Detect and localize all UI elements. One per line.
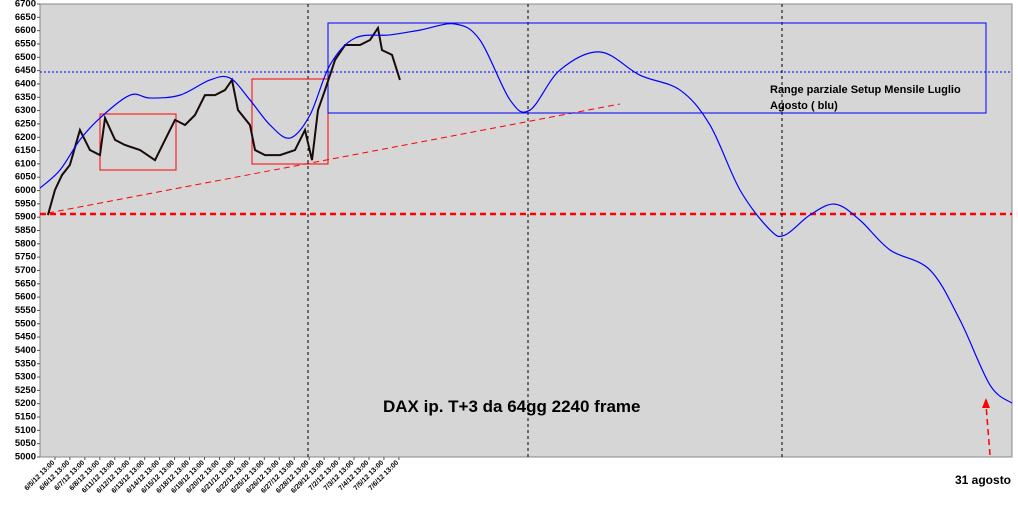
y-tick-label: 6100 [15, 158, 36, 169]
y-tick-label: 5700 [15, 265, 36, 276]
y-tick-label: 5300 [15, 372, 36, 383]
y-tick-label: 5650 [15, 278, 36, 289]
y-tick-label: 5550 [15, 305, 36, 316]
y-tick-label: 5750 [15, 252, 36, 263]
y-tick-label: 6350 [15, 92, 36, 103]
range-box [251, 78, 329, 165]
y-tick-label: 6000 [15, 185, 36, 196]
y-tick-label: 5900 [15, 212, 36, 223]
y-tick-label: 6450 [15, 65, 36, 76]
y-tick-label: 6600 [15, 25, 36, 36]
y-tick-label: 5150 [15, 412, 36, 423]
y-tick-label: 5400 [15, 345, 36, 356]
annotation: DAX ip. T+3 da 64gg 2240 frame [383, 397, 640, 416]
annotation: 31 agosto [955, 473, 1011, 487]
y-tick-label: 5050 [15, 438, 36, 449]
arrow-head [982, 398, 990, 408]
y-tick-label: 5800 [15, 238, 36, 249]
y-tick-label: 5350 [15, 358, 36, 369]
forecast-line [39, 23, 1013, 404]
y-tick-label: 5850 [15, 225, 36, 236]
range-box [99, 113, 177, 171]
y-tick-label: 6300 [15, 105, 36, 116]
y-tick-label: 6400 [15, 78, 36, 89]
y-tick-label: 6550 [15, 38, 36, 49]
y-tick-label: 6650 [15, 12, 36, 23]
y-tick-label: 6150 [15, 145, 36, 156]
trend-line [47, 103, 621, 214]
plot-area [39, 3, 1013, 458]
annotation: Range parziale Setup Mensile Luglio [770, 84, 961, 96]
y-tick-label: 5250 [15, 385, 36, 396]
y-tick-label: 5100 [15, 425, 36, 436]
y-tick-label: 6050 [15, 172, 36, 183]
y-tick-label: 5600 [15, 292, 36, 303]
y-tick-label: 6700 [15, 0, 36, 10]
y-tick-label: 5950 [15, 198, 36, 209]
arrow [985, 404, 991, 456]
y-tick-label: 5200 [15, 398, 36, 409]
annotation: Agosto ( blu) [770, 100, 838, 112]
y-tick-label: 6500 [15, 52, 36, 63]
y-tick-label: 5500 [15, 318, 36, 329]
y-tick-label: 5000 [15, 452, 36, 463]
y-tick-label: 6200 [15, 132, 36, 143]
y-tick-label: 6250 [15, 118, 36, 129]
y-tick-label: 5450 [15, 332, 36, 343]
